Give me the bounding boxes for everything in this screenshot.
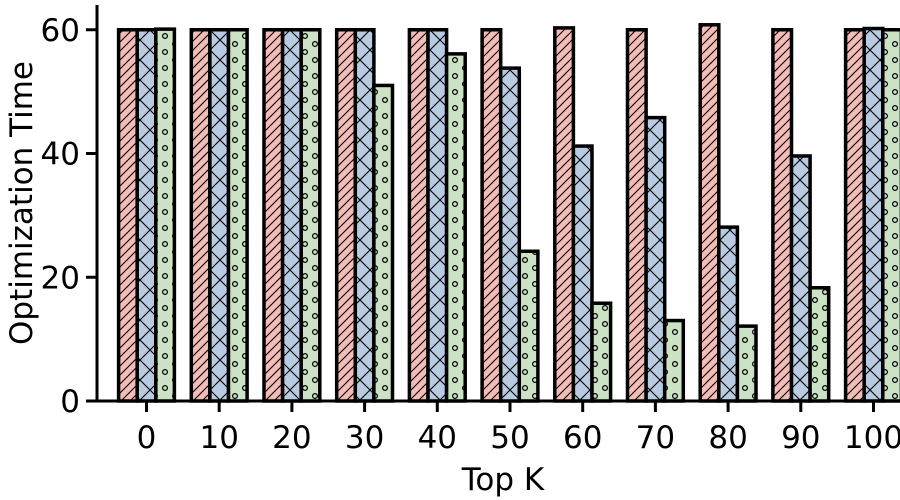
y-ticks: 0 20 40 60: [41, 13, 97, 420]
bar-series-1-topk-60: [553, 26, 576, 403]
x-tick-label-0: 0: [137, 420, 157, 456]
bar-series-3-topk-20: [299, 28, 322, 403]
bar-series-3-topk-100: [881, 28, 900, 403]
bar-series-3-topk-90: [808, 286, 831, 403]
x-tick-label-60: 60: [563, 420, 602, 456]
x-tick-label-100: 100: [844, 420, 900, 456]
bar-series-1-topk-90: [771, 28, 794, 403]
bars-layer: [116, 23, 900, 403]
bar-series-2-topk-0: [135, 28, 158, 403]
bar-series-1-topk-100: [843, 28, 866, 403]
bar-series-3-topk-10: [226, 28, 249, 403]
bar-series-1-topk-70: [625, 28, 648, 403]
y-tick-label-40: 40: [41, 137, 80, 173]
bar-series-2-topk-50: [498, 66, 522, 403]
bar-series-1-topk-40: [407, 28, 430, 403]
bar-series-1-topk-50: [480, 28, 503, 403]
x-tick-label-70: 70: [636, 420, 675, 456]
bar-series-3-topk-40: [444, 52, 467, 403]
bar-series-2-topk-60: [571, 144, 594, 403]
bar-series-2-topk-20: [280, 28, 303, 403]
bar-series-2-topk-30: [353, 28, 376, 403]
bar-series-2-topk-40: [426, 28, 449, 403]
bar-series-1-topk-10: [189, 28, 212, 403]
x-ticks: 0 10 20 30 40 50 60 70 80 90 100: [137, 401, 900, 456]
bar-series-1-topk-80: [698, 23, 721, 403]
y-tick-label-20: 20: [41, 260, 80, 296]
bar-series-1-topk-30: [334, 28, 358, 403]
bar-series-2-topk-80: [717, 225, 740, 403]
bar-series-3-topk-80: [735, 324, 758, 403]
x-tick-label-80: 80: [708, 420, 747, 456]
bar-series-3-topk-50: [517, 249, 540, 403]
y-tick-label-60: 60: [41, 13, 80, 49]
bar-series-2-topk-10: [208, 28, 231, 403]
x-tick-label-90: 90: [781, 420, 820, 456]
x-axis-title: Top K: [461, 462, 545, 498]
x-tick-label-20: 20: [272, 420, 311, 456]
y-tick-label-0: 0: [60, 384, 80, 420]
bar-series-2-topk-100: [862, 26, 885, 403]
x-tick-label-30: 30: [345, 420, 384, 456]
bar-series-2-topk-70: [644, 115, 667, 403]
x-tick-label-40: 40: [418, 420, 457, 456]
x-tick-label-10: 10: [199, 420, 238, 456]
bar-series-1-topk-20: [262, 28, 285, 403]
bar-series-3-topk-60: [590, 301, 613, 403]
bar-series-2-topk-90: [789, 154, 812, 403]
y-axis-title: Optimization Time: [4, 61, 40, 345]
bar-series-1-topk-0: [116, 28, 139, 403]
bar-series-3-topk-30: [372, 83, 395, 403]
x-tick-label-50: 50: [490, 420, 529, 456]
bar-series-3-topk-0: [154, 27, 177, 403]
bar-series-3-topk-70: [662, 318, 686, 403]
